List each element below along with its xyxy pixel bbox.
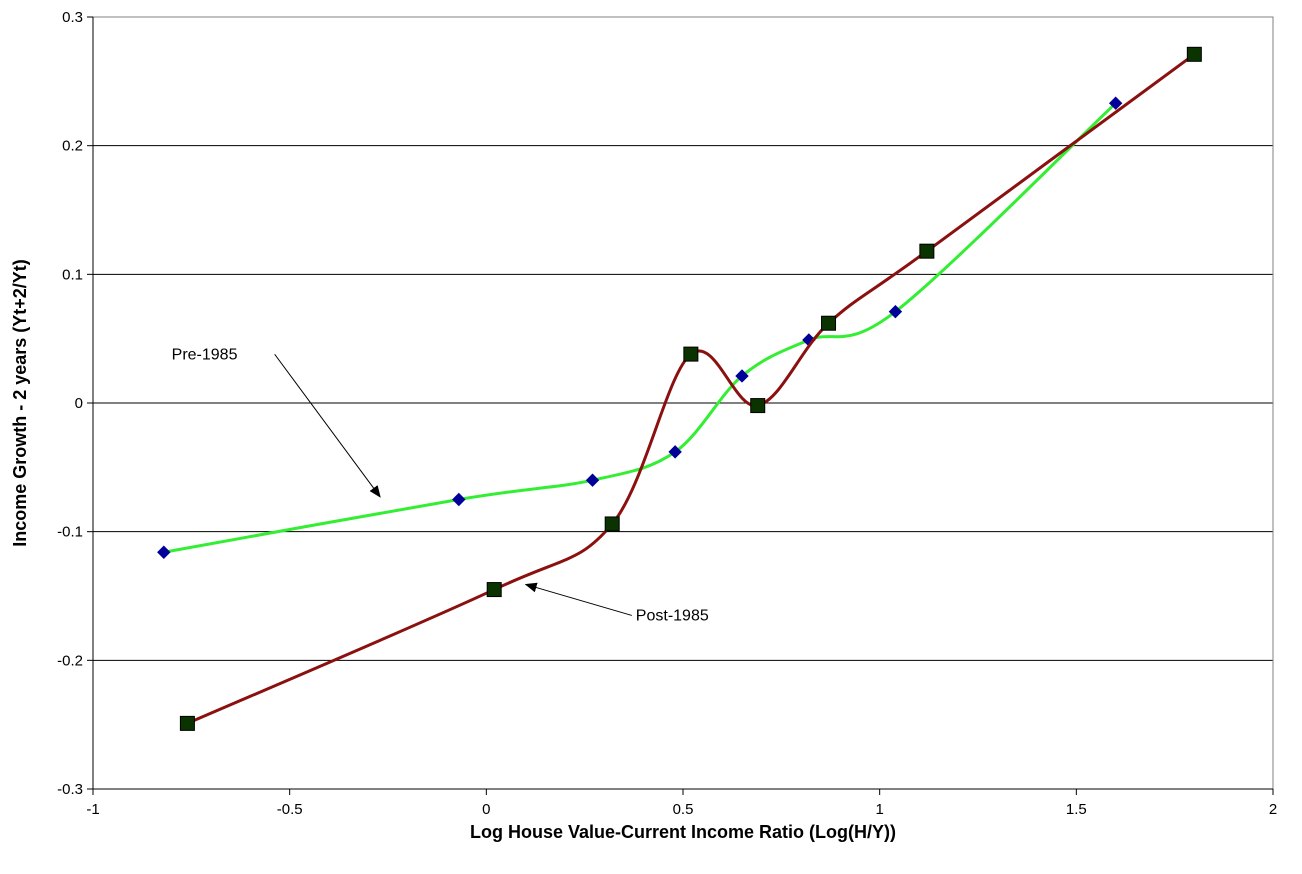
annotation-label: Post-1985 [636, 607, 709, 624]
data-point-post-1985 [821, 315, 837, 331]
data-point-post-1985 [919, 243, 935, 259]
data-point-post-1985 [750, 398, 766, 414]
data-point-pre-1985 [1108, 96, 1123, 110]
annotation-pre-1985: Pre-1985 [172, 346, 381, 498]
x-axis-ticks: -1 -0.5 0 0.5 1 1.5 2 [86, 789, 1277, 818]
x-tick-label: 1.5 [1066, 801, 1087, 818]
data-point-pre-1985 [452, 492, 466, 507]
y-tick-label: 0.2 [62, 138, 83, 155]
data-point-post-1985 [604, 516, 620, 532]
y-tick-label: 0 [75, 395, 83, 412]
y-tick-label: -0.1 [57, 524, 83, 541]
data-point-post-1985 [1186, 46, 1202, 62]
data-point-post-1985 [683, 346, 699, 362]
annotation-arrow [274, 353, 381, 498]
y-axis-ticks: -0.3 -0.2 -0.1 0 0.1 0.2 0.3 [57, 9, 93, 798]
gridlines [93, 145, 1273, 661]
x-tick-label: 0 [482, 801, 490, 818]
y-axis-title: Income Growth - 2 years (Yt+2/Yt) [10, 259, 30, 547]
y-tick-label: -0.3 [57, 781, 83, 798]
series-pre-1985 [157, 96, 1123, 559]
x-axis-title: Log House Value-Current Income Ratio (Lo… [470, 822, 896, 842]
y-tick-label: 0.1 [62, 266, 83, 283]
annotations: Pre-1985 Post-1985 [172, 346, 709, 624]
data-point-pre-1985 [888, 304, 903, 319]
series-line-pre-1985 [163, 102, 1117, 554]
annotation-post-1985: Post-1985 [524, 582, 709, 624]
x-tick-label: 0.5 [673, 801, 694, 818]
y-tick-label: 0.3 [62, 9, 83, 26]
x-tick-label: -1 [86, 801, 99, 818]
series-line-post-1985 [186, 53, 1196, 725]
x-tick-label: 2 [1269, 801, 1277, 818]
annotation-arrow [524, 582, 632, 616]
data-point-post-1985 [486, 582, 502, 598]
x-tick-label: -0.5 [277, 801, 303, 818]
x-tick-label: 1 [875, 801, 883, 818]
data-point-pre-1985 [735, 369, 749, 383]
series-layer [157, 46, 1202, 731]
series-post-1985 [179, 46, 1202, 731]
data-point-pre-1985 [668, 445, 682, 459]
annotation-label: Pre-1985 [172, 346, 238, 363]
data-point-pre-1985 [157, 545, 171, 559]
data-point-pre-1985 [585, 473, 600, 487]
data-point-post-1985 [179, 715, 195, 731]
y-tick-label: -0.2 [57, 652, 83, 669]
